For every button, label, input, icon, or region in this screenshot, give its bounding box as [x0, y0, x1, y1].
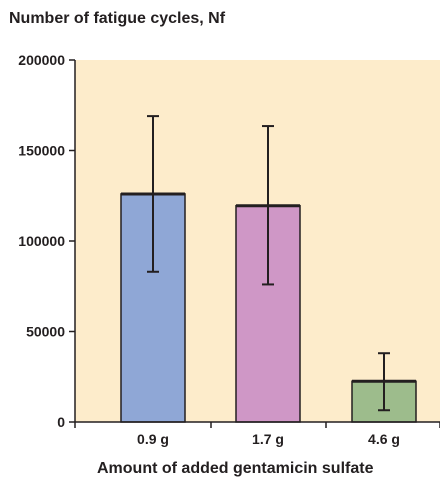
- x-tick-label-1: 0.9 g: [137, 431, 169, 447]
- y-tick-label-5: 200000: [18, 52, 65, 68]
- y-tick-label-4: 150000: [18, 143, 65, 159]
- x-tick-label-3: 4.6 g: [368, 431, 400, 447]
- x-ticks-layer: 0.9 g 1.7 g 4.6 g: [74, 422, 440, 447]
- y-tick-label-2: 50000: [26, 324, 65, 340]
- x-tick-label-2: 1.7 g: [252, 431, 284, 447]
- x-axis-title: Amount of added gentamicin sulfate: [97, 460, 374, 477]
- y-tick-label-3: 100000: [18, 233, 65, 249]
- y-ticks-layer: 0 50000 100000 150000 200000: [18, 52, 75, 430]
- y-tick-label-1: 0: [57, 414, 65, 430]
- error-bars-layer: [147, 115, 390, 412]
- chart-title: Number of fatigue cycles, Nf: [9, 10, 226, 27]
